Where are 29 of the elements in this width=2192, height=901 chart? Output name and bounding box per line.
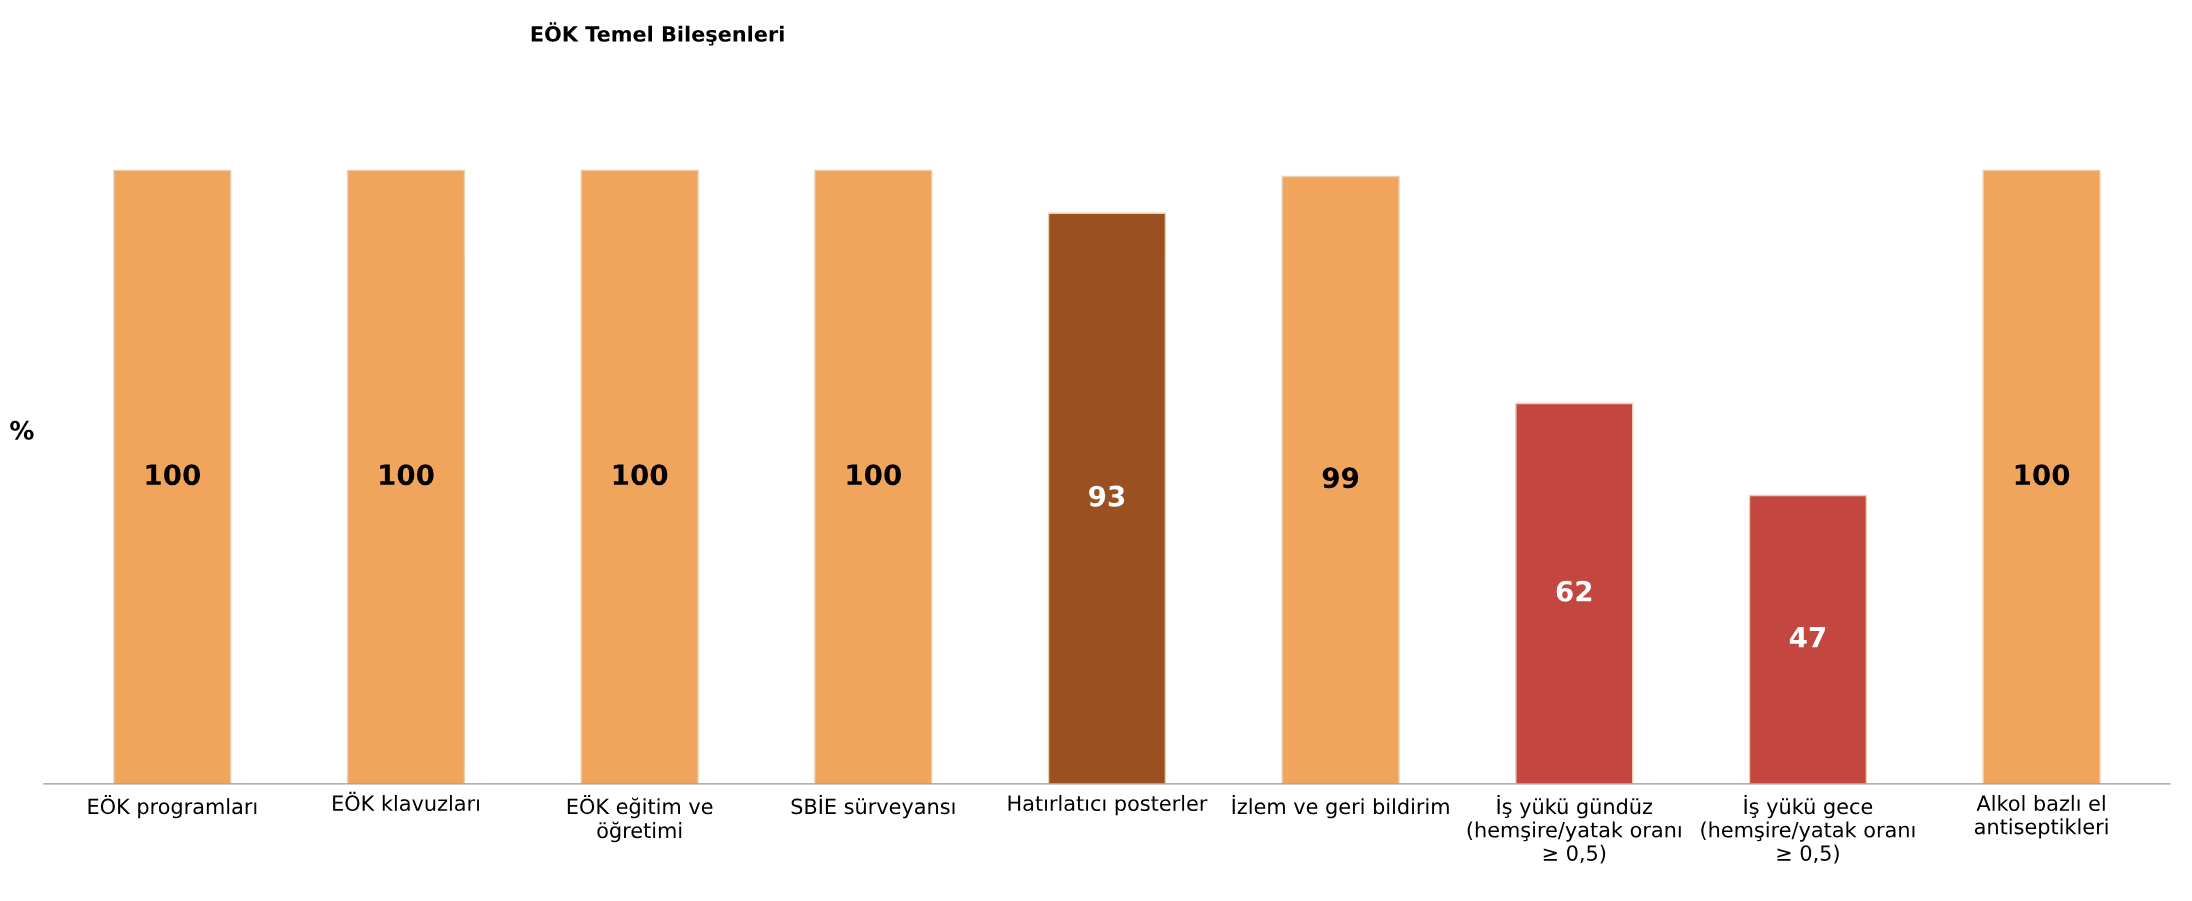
data-label: 99 [1322, 467, 1359, 489]
x-tick-label: Alkol bazlı el antiseptikleri [1974, 794, 2108, 839]
data-label: 100 [146, 464, 201, 486]
bar [1515, 402, 1634, 784]
data-label: 100 [847, 464, 901, 486]
x-tick-label: EÖK programları [88, 794, 257, 819]
bar [1982, 169, 2101, 784]
x-tick-label: İş yükü gece (hemşire/yatak oranı ≥ 0,5) [1701, 794, 1915, 864]
data-label: 100 [2015, 464, 2070, 486]
bar [1748, 494, 1868, 784]
bar [814, 169, 933, 784]
data-label: 93 [1089, 485, 1125, 507]
bar [1281, 175, 1400, 784]
bar [346, 169, 466, 784]
bar [1047, 212, 1167, 784]
data-label: 47 [1789, 627, 1826, 648]
chart-title: EÖK Temel Bileşenleri [531, 22, 784, 46]
x-tick-label: İş yükü gündüz (hemşire/yatak oranı ≥ 0,5) [1467, 794, 1681, 864]
data-label: 100 [613, 464, 668, 486]
x-tick-label: EÖK eğitim ve öğretimi [567, 794, 713, 843]
x-tick-label: Hatırlatıcı posterler [1008, 794, 1208, 816]
y-axis-title: % [10, 420, 34, 440]
data-label: 62 [1556, 580, 1592, 602]
x-tick-label: EÖK klavuzları [333, 791, 479, 812]
data-label: 100 [380, 464, 434, 486]
bar [580, 169, 699, 784]
x-tick-label: İzlem ve geri bildirim [1232, 794, 1449, 819]
bar [113, 169, 232, 784]
x-tick-label: SBİE sürveyansı [791, 794, 955, 819]
